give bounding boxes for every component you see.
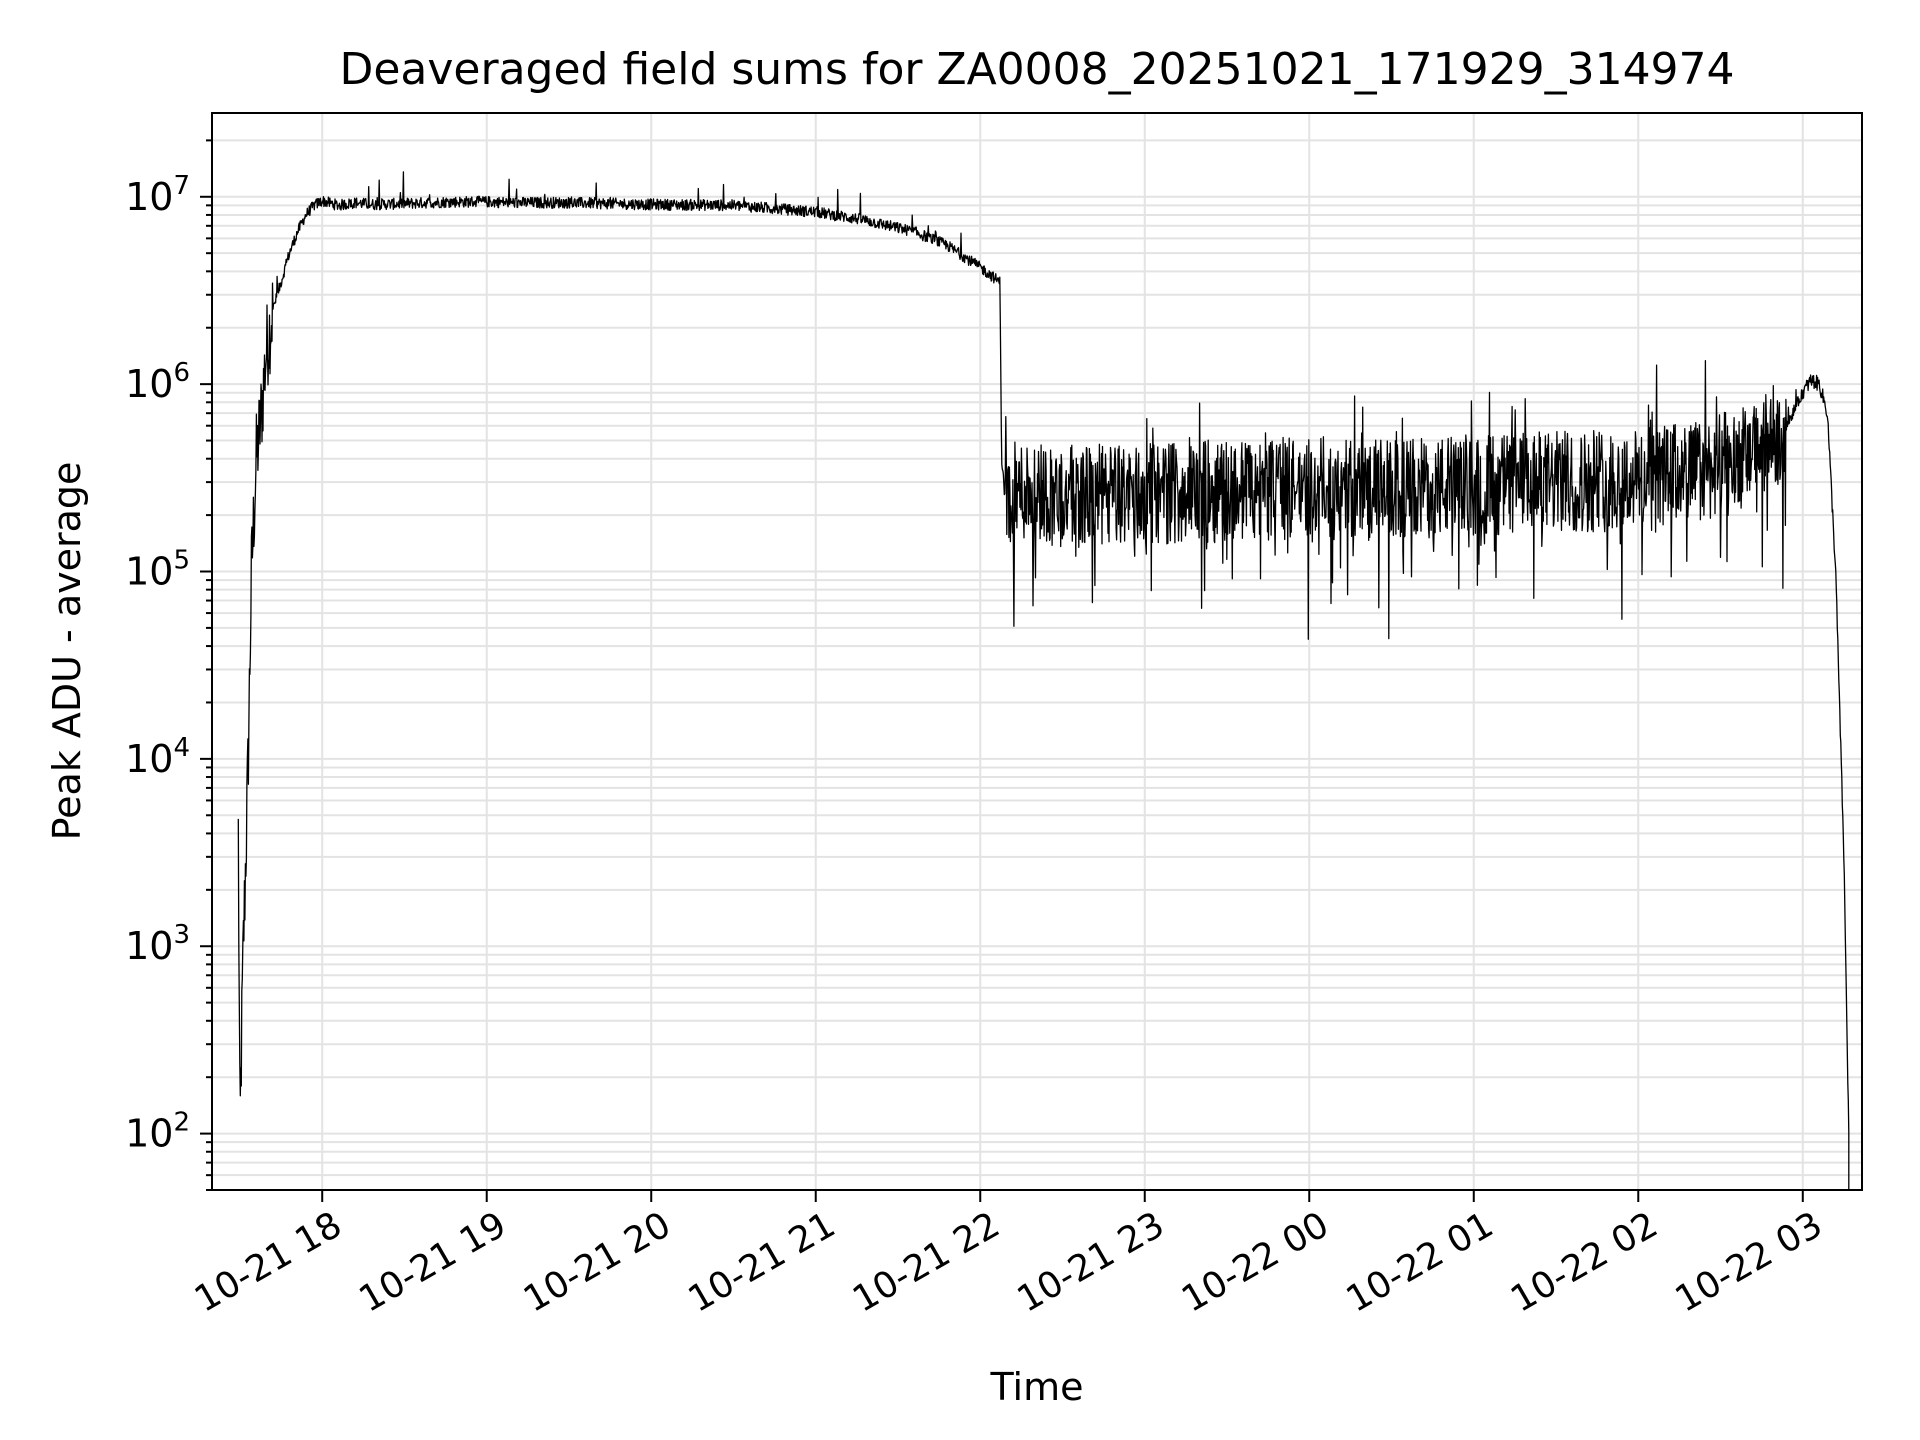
y-tick-label: 106 [125,358,190,406]
axes-frame [211,112,1863,1191]
y-tick-label: 103 [125,920,190,968]
y-tick-label: 104 [125,733,190,781]
chart-title: Deaveraged field sums for ZA0008_2025102… [339,44,1734,95]
series-line [237,171,1850,1190]
y-tick-label: 107 [125,171,190,219]
y-tick-label: 105 [125,546,190,594]
x-axis-label: Time [990,1365,1084,1409]
y-tick-label: 102 [125,1108,190,1156]
series-layer [237,171,1850,1190]
y-axis-label: Peak ADU - average [45,462,89,841]
